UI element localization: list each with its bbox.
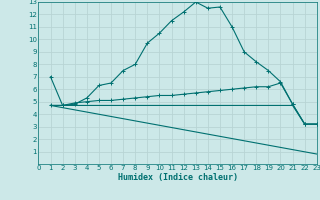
X-axis label: Humidex (Indice chaleur): Humidex (Indice chaleur) — [118, 173, 238, 182]
